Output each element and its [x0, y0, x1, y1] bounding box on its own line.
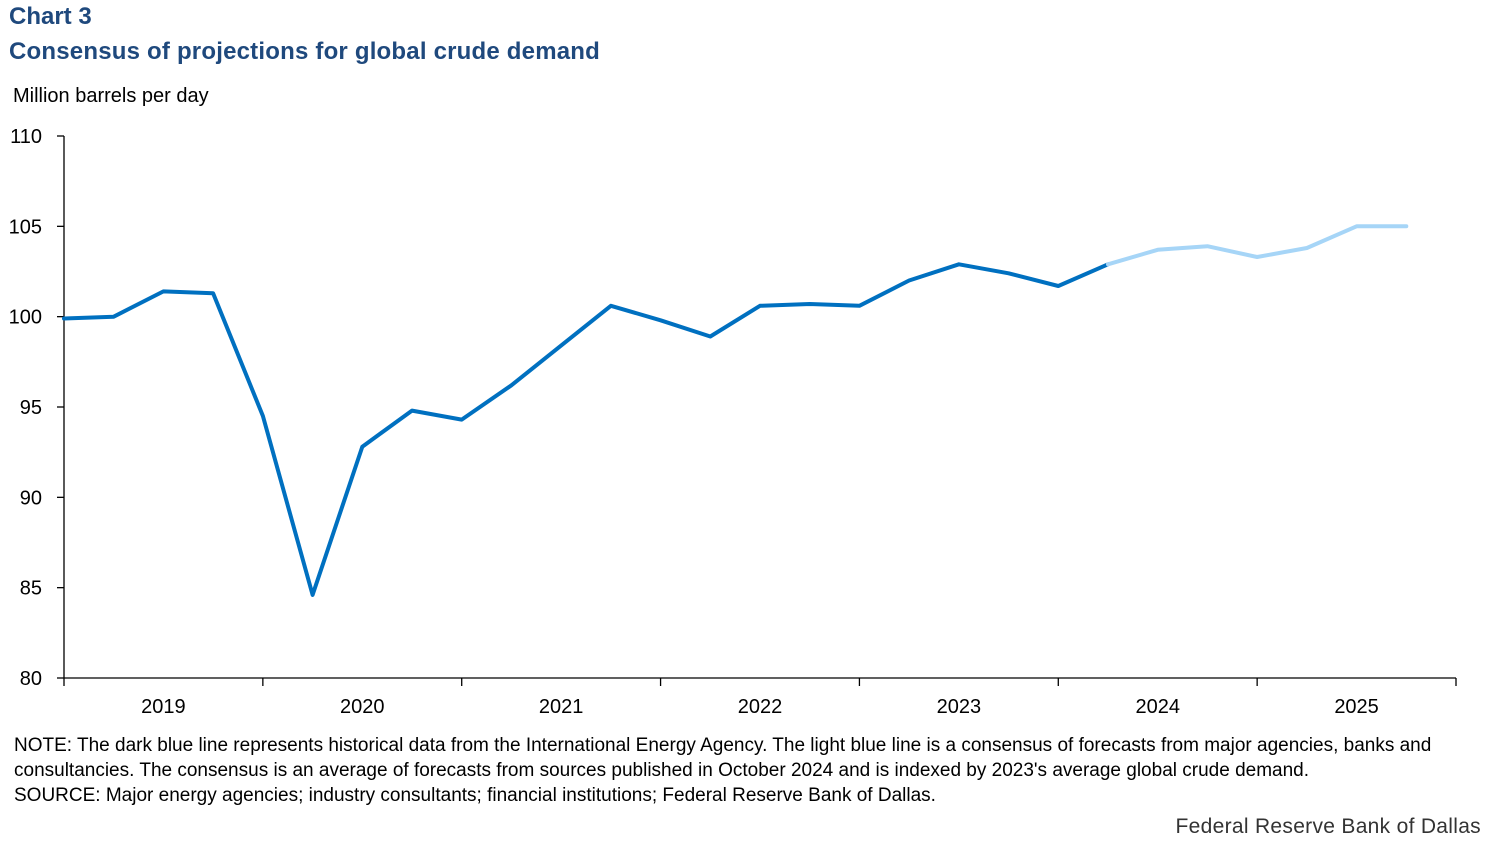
x-tick-label: 2023: [937, 696, 982, 718]
x-tick-label: 2022: [738, 696, 783, 718]
x-tick-label: 2019: [141, 696, 186, 718]
series-lines: [62, 224, 1409, 597]
x-tick-label: 2024: [1135, 696, 1180, 718]
x-axis-ticks: 2019 2020 2021 2022 2023 2024 2025: [63, 678, 1457, 718]
y-tick-label: 105: [9, 216, 42, 238]
chart-notes: NOTE: The dark blue line represents hist…: [14, 733, 1464, 808]
x-tick-label: 2025: [1334, 696, 1379, 718]
forecast-series-line: [1106, 224, 1409, 267]
y-tick-label: 110: [10, 126, 42, 148]
chart-label: Chart 3: [9, 3, 92, 30]
y-tick-label: 80: [20, 668, 42, 690]
axes: [63, 136, 1456, 679]
y-axis-unit-label: Million barrels per day: [13, 85, 209, 107]
x-tick-label: 2020: [340, 696, 385, 718]
y-axis-ticks: 80 85 90 95 100 105 110: [9, 126, 64, 690]
historical-series-line: [62, 262, 1110, 597]
credit-logo-text: Federal Reserve Bank of Dallas: [1175, 815, 1481, 838]
y-tick-label: 100: [9, 307, 42, 329]
note-text: NOTE: The dark blue line represents hist…: [14, 735, 1432, 781]
y-tick-label: 90: [20, 487, 42, 509]
y-tick-label: 95: [20, 397, 42, 419]
x-tick-label: 2021: [539, 696, 584, 718]
y-tick-label: 85: [20, 578, 42, 600]
chart-title: Consensus of projections for global crud…: [9, 38, 601, 65]
source-text: SOURCE: Major energy agencies; industry …: [14, 785, 936, 806]
